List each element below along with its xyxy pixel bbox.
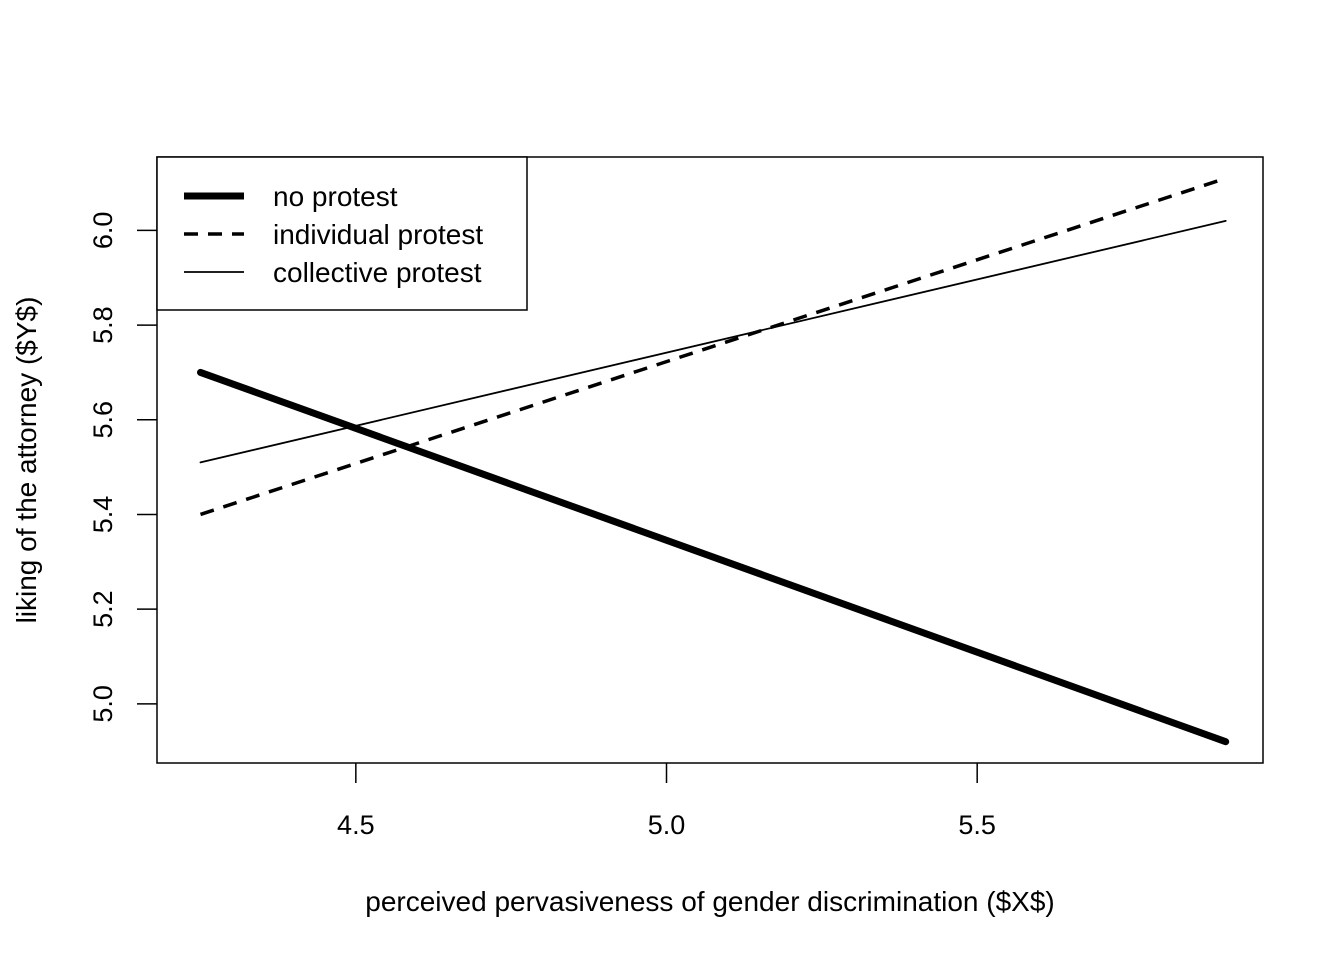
- y-tick-label: 5.2: [88, 590, 118, 628]
- legend-entry: collective protest: [273, 257, 482, 288]
- series-line-no-protest: [197, 368, 1230, 746]
- x-tick-label: 5.0: [648, 810, 686, 840]
- series-line-collective-protest: [199, 219, 1227, 464]
- series-line-individual-protest: [199, 176, 1227, 517]
- legend: no protest individual protest collective p…: [156, 156, 528, 311]
- y-tick-label: 5.4: [88, 496, 118, 534]
- x-tick-label: 5.5: [958, 810, 996, 840]
- y-tick-label: 5.6: [88, 401, 118, 439]
- y-tick-label: 5.0: [88, 685, 118, 723]
- y-tick-label: 6.0: [88, 212, 118, 250]
- plot-frame: [156, 156, 1264, 764]
- y-axis-label: liking of the attorney ($Y$): [11, 297, 42, 624]
- y-tick-label: 5.8: [88, 306, 118, 344]
- x-axis: 4.5 5.0 5.5: [337, 763, 996, 840]
- x-tick-label: 4.5: [337, 810, 375, 840]
- legend-entry: individual protest: [273, 219, 483, 250]
- series-layer: [197, 176, 1230, 746]
- y-axis: 5.0 5.2 5.4 5.6 5.8 6.0: [88, 212, 157, 723]
- legend-entry: no protest: [273, 181, 398, 212]
- x-axis-label: perceived pervasiveness of gender discri…: [365, 886, 1054, 917]
